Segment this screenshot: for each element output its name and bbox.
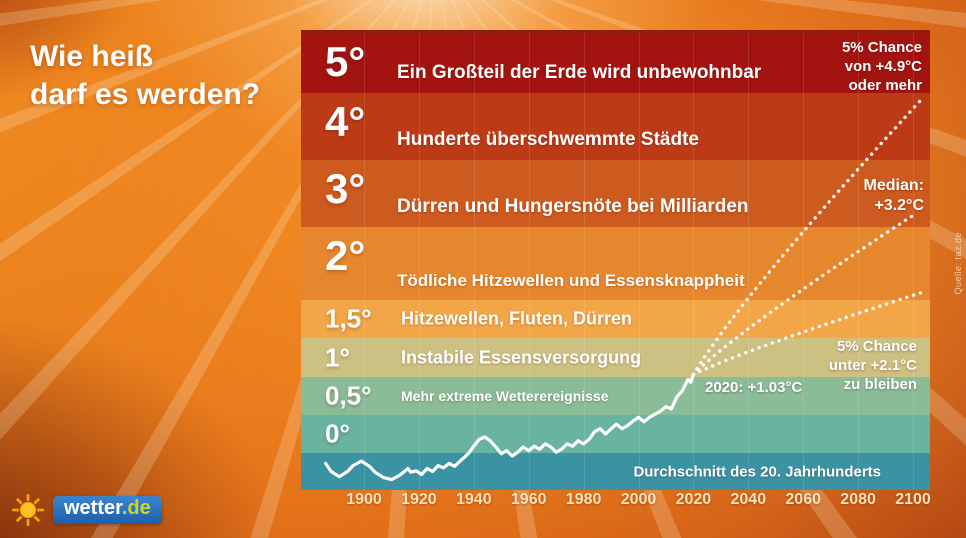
temperature-band-4°: 4° Hunderte überschwemmte Städte [301, 93, 930, 160]
annotation-line: zu bleiben [843, 375, 917, 393]
band-description: Mehr extreme Wetterereignisse [401, 388, 609, 404]
sun-icon [12, 494, 44, 526]
brand-badge: wetter.de [53, 496, 162, 524]
projection-line-p05-low [691, 291, 923, 377]
band-degree-label: 3° [325, 165, 366, 212]
x-tick-2060: 2060 [785, 491, 821, 508]
x-tick-1960: 1960 [510, 491, 547, 508]
gridline-2060 [803, 33, 805, 490]
annotation-line: +3.2°C [874, 197, 924, 214]
title-line-2: darf es werden? [30, 77, 261, 111]
temperature-series [324, 98, 923, 482]
annotation-line: von +4.9°C [844, 57, 922, 75]
gridline-2000 [638, 33, 640, 490]
gridline-2040 [748, 33, 750, 490]
temperature-chart: 5° Ein Großteil der Erde wird unbewohnbar… [301, 30, 930, 490]
gridline-2080 [858, 33, 860, 490]
band-description: Hitzewellen, Fluten, Dürren [401, 308, 633, 329]
gridline-1940 [473, 33, 475, 490]
band-degree-label: 0° [325, 418, 350, 449]
band-description: Hunderte überschwemmte Städte [397, 129, 699, 150]
x-tick-2000: 2000 [620, 491, 657, 508]
projection-line-p95-high [691, 98, 923, 377]
temperature-band-1°: 1° Instabile Essensversorgung [301, 338, 930, 377]
temperature-band-2°: 2° Tödliche Hitzewellen und Essensknapphe… [301, 227, 930, 300]
projection-line-median [691, 211, 918, 377]
gridline-1980 [583, 33, 585, 490]
annotation-line: oder mehr [848, 76, 922, 94]
annotation-line: unter +2.1°C [828, 356, 917, 374]
gridline-1960 [528, 33, 530, 490]
brand-tld: .de [121, 497, 151, 519]
band-description: Durchschnitt des 20. Jahrhunderts [633, 463, 881, 480]
annotation-5pct-high: 5% Chance von +4.9°C oder mehr [842, 39, 922, 95]
gridline-2020 [693, 33, 695, 490]
band-degree-label: 2° [325, 232, 366, 279]
temperature-band-3°: 3° Dürren und Hungersnöte bei Milliarden [301, 160, 930, 227]
annotation-line: 5% Chance [841, 39, 922, 56]
gridline-2100 [913, 33, 914, 490]
page-title: Wie heiß darf es werden? [30, 38, 260, 113]
x-tick-2080: 2080 [840, 491, 876, 508]
band-degree-label: 1,5° [325, 303, 372, 334]
x-tick-2040: 2040 [730, 491, 767, 508]
temperature-band-1,5°: 1,5° Hitzewellen, Fluten, Dürren [301, 300, 930, 338]
band-degree-label: 0,5° [325, 380, 372, 411]
band-degree-label: 4° [325, 98, 366, 145]
x-tick-1980: 1980 [565, 491, 602, 508]
annotation-5pct-low: 5% Chance unter +2.1°C zu bleiben [829, 338, 917, 394]
gridline-1920 [418, 33, 420, 490]
gridline-1900 [364, 33, 365, 490]
band-description: Ein Großteil der Erde wird unbewohnbar [397, 62, 762, 83]
band-description: Instabile Essensversorgung [401, 347, 642, 367]
x-tick-2100: 2100 [895, 491, 931, 508]
annotation-line: Median: [863, 177, 924, 194]
x-tick-1940: 1940 [456, 491, 492, 508]
annotation-2020: 2020: +1.03°C [705, 379, 803, 396]
temperature-band-0°: 0° [301, 415, 930, 453]
title-line-1: Wie heiß [30, 40, 154, 73]
x-tick-2020: 2020 [675, 491, 712, 508]
source-credit: Quelle: taz.de [953, 232, 963, 295]
wetter-de-logo: wetter.de [12, 494, 162, 526]
temperature-band-5°: 5° Ein Großteil der Erde wird unbewohnbar [301, 33, 930, 93]
band-degree-label: 5° [325, 38, 366, 85]
band-description: Tödliche Hitzewellen und Essensknappheit [397, 271, 745, 290]
annotation-median: Median: +3.2°C [864, 176, 924, 216]
historical-temperature-line [324, 373, 695, 482]
band-description: Dürren und Hungersnöte bei Milliarden [397, 196, 749, 217]
x-tick-1920: 1920 [401, 491, 437, 508]
x-tick-1900: 1900 [346, 491, 382, 508]
annotation-line: 5% Chance [836, 338, 917, 355]
temperature-band-0,5°: 0,5° Mehr extreme Wetterereignisse [301, 377, 930, 415]
band-degree-label: 1° [325, 341, 350, 372]
brand-name: wetter [64, 497, 122, 519]
